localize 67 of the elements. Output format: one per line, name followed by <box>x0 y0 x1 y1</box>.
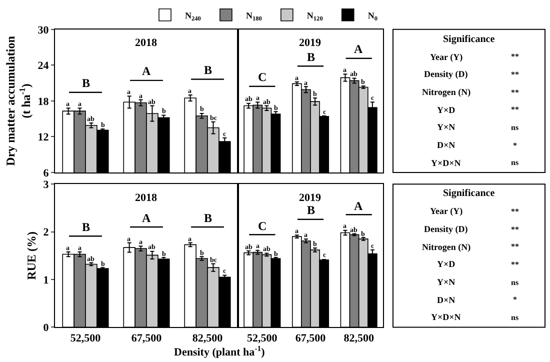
y-tick-label: 30 <box>38 24 50 36</box>
x-tick-label: 67,500 <box>295 332 326 344</box>
text: ns <box>511 313 519 322</box>
text: 2019 <box>299 37 322 49</box>
text: ** <box>511 88 519 97</box>
category-label: Nitrogen (N) <box>422 242 471 252</box>
category-label: D×N <box>437 140 456 150</box>
y-tick-label: 0 <box>43 322 50 334</box>
x-tick-label: 82,500 <box>344 332 374 344</box>
x-axis-title: Density (plant ha$^{-1}$) <box>174 344 266 359</box>
y-tick-label: 3 <box>43 178 50 191</box>
annotation: C <box>258 219 267 233</box>
text: Significance <box>443 34 496 45</box>
category-label: Y×N <box>437 277 456 287</box>
text: Significance <box>443 188 496 199</box>
x-tick-label: 52,500 <box>70 332 102 344</box>
x-tick-label: 82,500 <box>192 332 224 344</box>
text: 2019 <box>299 192 322 204</box>
text: ns <box>511 158 519 167</box>
text: 2018 <box>135 192 158 204</box>
y-tick-label: 18 <box>38 96 50 108</box>
annotation: A <box>354 42 363 56</box>
text: ** <box>511 52 519 61</box>
legend-label: N$_{120}$ <box>306 10 323 22</box>
y-tick-label: 2 <box>43 226 50 239</box>
text: * <box>513 141 517 150</box>
category-label: Nitrogen (N) <box>422 87 471 97</box>
category-label: Y×D <box>437 259 456 269</box>
category-label: Year (Y) <box>430 206 463 216</box>
annotation: B <box>82 220 90 234</box>
text: ns <box>511 278 519 287</box>
annotation: B <box>82 76 90 90</box>
text: ** <box>511 70 519 79</box>
annotation: A <box>354 199 363 213</box>
category-label: Density (D) <box>424 69 468 79</box>
category-label: Y×D <box>437 105 456 115</box>
text: ** <box>511 260 519 269</box>
category-label: Y×D×N <box>431 158 462 168</box>
text: ** <box>511 242 519 251</box>
legend-label: N$_{180}$ <box>246 10 262 22</box>
text: 2018 <box>135 37 158 49</box>
y-tick-label: 12 <box>38 132 50 144</box>
y-tick-label: 24 <box>38 60 50 72</box>
x-tick-label: 52,500 <box>247 332 278 344</box>
annotation: A <box>142 64 151 78</box>
y-axis-title: RUE (%) <box>24 231 39 280</box>
text: ** <box>511 225 519 234</box>
annotation: A <box>142 211 151 225</box>
legend-label: N$_{0}$ <box>368 10 378 22</box>
text: * <box>513 295 517 304</box>
y-tick-label: 1 <box>43 274 49 286</box>
x-tick-label: 67,500 <box>131 332 162 344</box>
category-label: Y×D×N <box>431 312 462 322</box>
text: ns <box>511 123 519 132</box>
text: ** <box>511 207 519 216</box>
annotation: B <box>204 211 212 225</box>
y-tick-label: 6 <box>43 167 50 180</box>
text: ** <box>511 105 519 114</box>
annotation: B <box>307 50 316 64</box>
legend-label: N$_{240}$ <box>185 10 201 22</box>
annotation: B <box>307 203 316 217</box>
annotation: B <box>204 63 212 77</box>
category-label: Density (D) <box>424 224 468 234</box>
category-label: Year (Y) <box>430 52 463 62</box>
annotation: C <box>258 70 267 84</box>
category-label: Y×N <box>437 122 456 132</box>
category-label: D×N <box>437 295 456 305</box>
